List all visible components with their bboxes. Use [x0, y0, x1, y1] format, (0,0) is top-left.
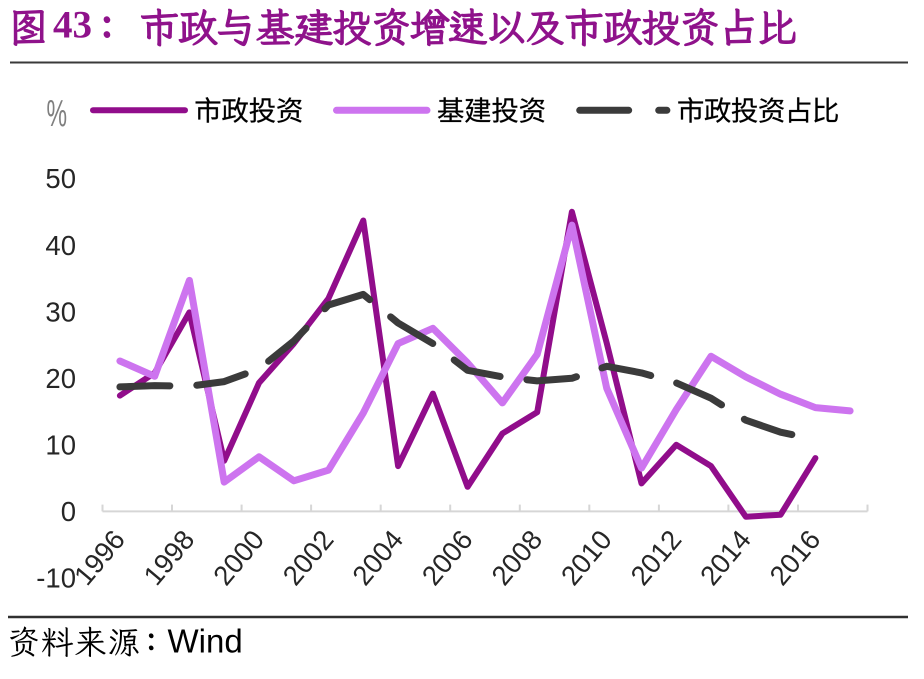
svg-text:Wind: Wind	[168, 623, 243, 660]
svg-text:-10: -10	[36, 563, 76, 594]
svg-text:10: 10	[45, 430, 76, 461]
svg-text:43: 43	[53, 4, 92, 47]
svg-text:0: 0	[61, 496, 76, 527]
svg-text:50: 50	[45, 163, 76, 194]
svg-text:%: %	[47, 91, 68, 135]
svg-text:30: 30	[45, 296, 76, 327]
svg-text:40: 40	[45, 230, 76, 261]
svg-text:20: 20	[45, 363, 76, 394]
